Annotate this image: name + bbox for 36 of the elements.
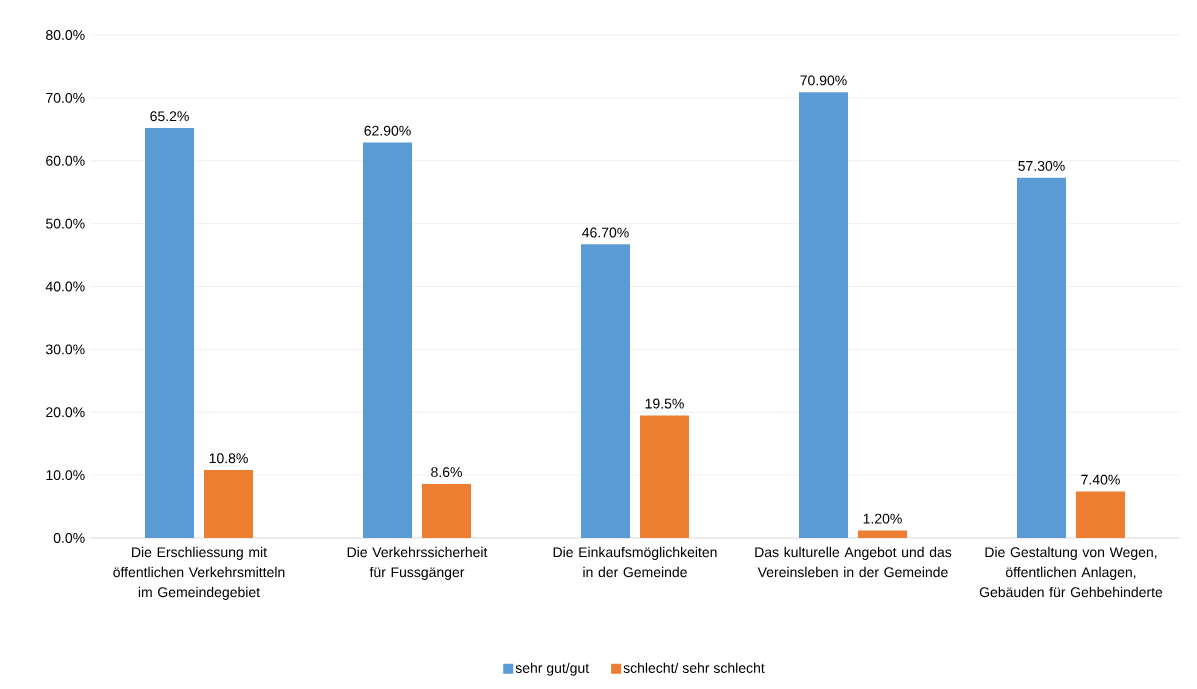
data-label: 10.8% xyxy=(209,453,248,464)
x-tick-label: Die Einkaufsmöglichkeiten in der Gemeinde xyxy=(553,546,717,578)
data-label: 1.20% xyxy=(863,513,902,524)
bar xyxy=(580,244,630,538)
data-label: 65.2% xyxy=(150,111,189,122)
data-label: 19.5% xyxy=(645,398,684,409)
y-tick-label: 80.0% xyxy=(46,30,85,40)
y-tick-label: 60.0% xyxy=(46,155,85,166)
y-tick-label: 70.0% xyxy=(46,92,85,103)
x-tick-label: Die Verkehrssicherheit für Fussgänger xyxy=(347,546,488,580)
bar xyxy=(1016,177,1066,538)
legend-label: schlecht/ sehr schlecht xyxy=(623,662,765,673)
data-label: 7.40% xyxy=(1081,474,1120,485)
data-label: 62.90% xyxy=(364,125,411,136)
x-tick-label: Das kulturelle Angebot und das Vereinsleben in der Gemeinde xyxy=(755,546,952,578)
data-label: 46.70% xyxy=(582,227,629,238)
data-label: 57.30% xyxy=(1018,160,1065,171)
bar xyxy=(857,530,907,538)
bar xyxy=(204,470,253,538)
y-tick-label: 0.0% xyxy=(53,533,85,543)
bar xyxy=(422,483,471,538)
bar xyxy=(363,142,412,538)
y-tick-label: 30.0% xyxy=(45,344,85,355)
data-label: 8.6% xyxy=(431,467,462,478)
legend-label: sehr gut/gut xyxy=(515,662,590,676)
bar xyxy=(1075,491,1125,538)
x-tick-label: Die Erschliessung mit öffentlichen Verkehrsmitteln im Gemeindegebiet xyxy=(113,546,285,600)
y-tick-label: 10.0% xyxy=(46,470,85,481)
bar xyxy=(639,415,689,538)
y-tick-label: 20.0% xyxy=(46,407,85,418)
data-label: 70.90% xyxy=(800,75,847,86)
y-tick-label: 40.0% xyxy=(45,281,85,292)
x-tick-label: Die Gestaltung von Wegen, öffentlichen Anlagen, Gebäuden für Gehbehinderte xyxy=(979,546,1163,598)
bar xyxy=(798,92,848,538)
y-tick-label: 50.0% xyxy=(46,218,85,229)
bar xyxy=(145,128,194,538)
